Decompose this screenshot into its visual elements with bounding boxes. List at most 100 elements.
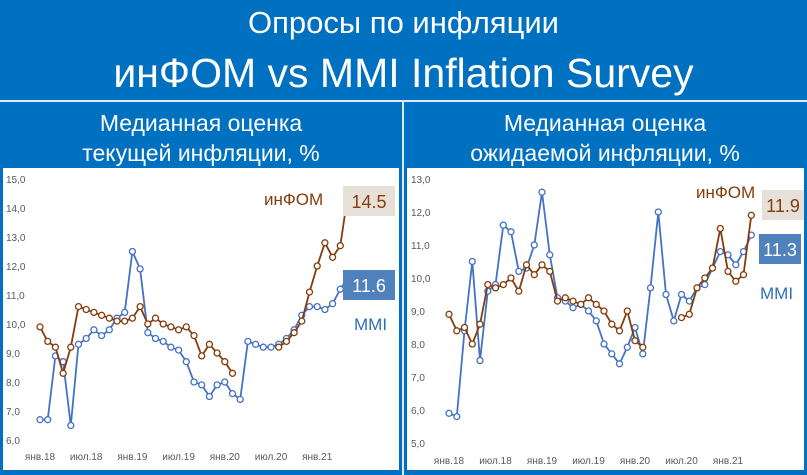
y-tick-label: 12,0 [6,262,26,273]
infom-data-point [151,314,160,322]
x-tick-label: янв.19 [117,452,148,463]
infom-data-point [121,317,129,325]
infom-data-point [724,267,732,276]
infom-data-point [144,320,152,328]
infom-data-point [491,284,500,292]
x-tick-label: янв.18 [25,452,56,463]
infom-data-point [530,271,538,279]
y-tick-label: 7,0 [6,407,20,418]
panel-divider [402,100,404,475]
x-tick-label: янв.20 [210,452,241,463]
expected-inflation-chart-svg: 5,0 6,0 7,0 8,0 9,0 10,0 11,0 12,0 13,0 янв.18 июл… [411,175,804,467]
infom-data-point [693,284,701,292]
x-tick-label: янв.20 [620,456,651,467]
mmi-data-point [328,300,337,308]
y-tick-label: 11,0 [6,291,25,302]
infom-data-point [90,308,98,317]
infom-data-point [561,294,569,302]
infom-last-value: 11.9 [766,196,800,216]
mmi-data-point [313,302,321,311]
y-tick-label: 6,0 [6,436,20,447]
mmi-data-point [236,395,244,404]
mmi-data-point [662,290,670,299]
infom-data-point [298,317,306,325]
right-panel-title: Медианная оценка ожидаемой инфляции, % [404,108,806,168]
infom-data-point [569,297,577,305]
y-tick-label: 7,0 [411,373,425,384]
x-tick-label: янв.21 [713,456,744,467]
infom-data-point [305,288,314,296]
mmi-data-point [530,241,538,249]
infom-data-point [460,323,469,332]
infom-series-line [39,304,234,377]
infom-data-point [113,317,121,325]
infom-data-point [105,314,113,322]
left-panel-title: Медианная оценка текущей инфляции, % [0,108,402,168]
mmi-data-point [646,284,655,292]
left-panel-title-line2: текущей инфляции, % [82,140,320,166]
mmi-data-point [182,358,190,366]
y-tick-label: 14,0 [6,204,26,215]
infom-data-point [36,323,44,331]
infom-data-point [685,310,693,318]
infom-data-point [128,314,137,322]
infom-data-point [677,313,686,322]
y-tick-label: 11,0 [411,241,430,252]
mmi-data-point [44,416,52,424]
infom-last-value: 14.5 [351,192,386,212]
infom-data-point [313,262,321,270]
mmi-data-point [336,285,344,293]
infom-last-value-badge [762,190,804,220]
x-tick-label: июл.18 [70,452,103,463]
infom-data-point [615,327,624,335]
infom-data-point [167,323,175,331]
mmi-data-point [639,350,647,358]
mmi-data-point [677,290,686,299]
mmi-last-value-badge [759,234,801,264]
expected-inflation-chart: 5,0 6,0 7,0 8,0 9,0 10,0 11,0 12,0 13,0 янв.18 июл… [407,168,804,470]
mmi-data-point [468,257,476,266]
main-title: Опросы по инфляции [248,5,559,40]
current-inflation-chart-svg: 6,0 7,0 8,0 9,0 10,0 11,0 12,0 13,0 14,0 15,0 янв.… [6,175,395,463]
mmi-data-point [128,247,137,256]
right-panel-title-line2: ожидаемой инфляции, % [470,140,740,166]
infom-data-point [336,242,344,250]
mmi-data-point [198,381,206,389]
mmi-series-label: MMI [760,284,793,303]
y-tick-label: 12,0 [411,208,431,219]
infom-data-point [198,352,206,360]
current-inflation-chart: 6,0 7,0 8,0 9,0 10,0 11,0 12,0 13,0 14,0 15,0 янв.… [3,168,399,470]
infom-data-point [522,261,531,269]
x-tick-label: июл.19 [162,452,195,463]
x-tick-label: июл.18 [479,456,512,467]
mmi-data-point [251,340,260,348]
infom-data-point [468,340,476,348]
infom-data-point [608,320,616,328]
infom-data-point [631,337,639,345]
mmi-data-point [546,251,554,259]
infom-data-point [82,305,90,314]
mmi-last-value: 11.6 [352,276,386,296]
infom-data-point [328,253,337,261]
mmi-data-point [600,340,608,348]
mmi-data-point [538,188,546,196]
infom-data-point [213,349,221,357]
infom-data-point [747,211,755,219]
mmi-data-point [592,317,600,325]
y-tick-label: 9,0 [6,349,20,360]
infom-data-point [445,310,453,318]
mmi-data-point [584,307,593,315]
mmi-data-point [244,337,252,346]
infom-data-point [44,337,52,346]
infom-data-point [205,340,214,348]
infom-data-point [623,307,631,315]
mmi-data-point [670,317,678,325]
x-tick-label: июл.19 [572,456,605,467]
mmi-data-point [121,308,129,317]
main-subtitle: инФОМ vs MMI Inflation Survey [113,50,694,96]
infom-series-line [278,193,349,348]
infom-data-point [739,271,748,279]
mmi-data-point [615,360,624,368]
infom-data-point [321,239,329,247]
mmi-data-point [732,261,740,269]
